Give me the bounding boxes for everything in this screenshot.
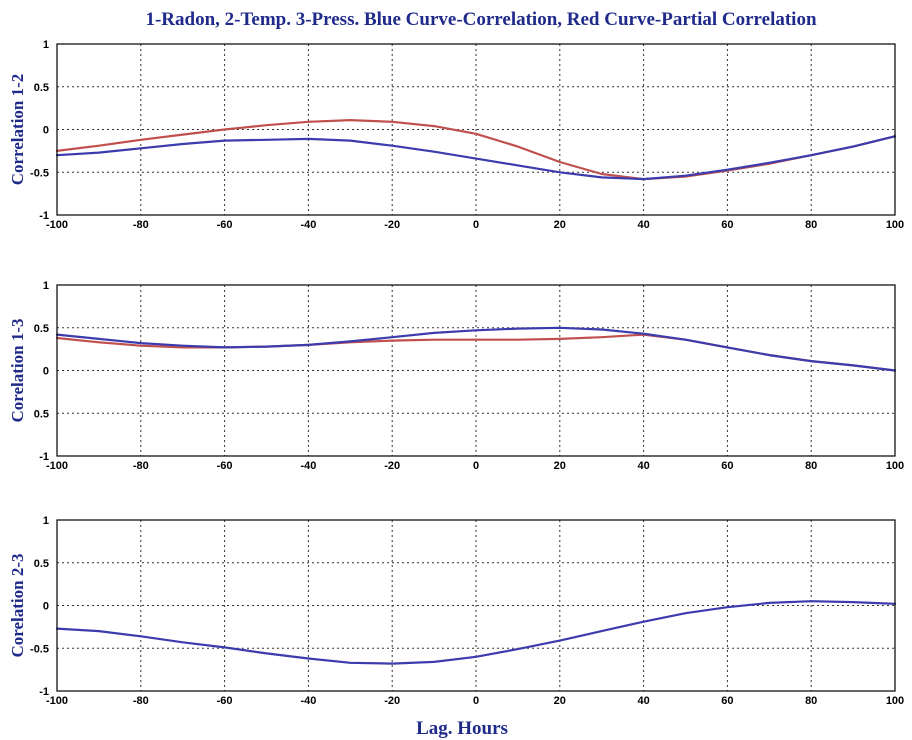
y-tick-label: -1 <box>39 686 49 698</box>
blue-curve <box>55 326 897 372</box>
x-tick-label: 20 <box>554 219 566 231</box>
x-axis-label: Lag. Hours <box>416 718 508 739</box>
x-tick-label: 80 <box>805 219 817 231</box>
x-tick-label: -100 <box>46 219 68 231</box>
y-tick-label: -0.5 <box>30 643 49 655</box>
chart-panel-1: -100 -80 -60 -40 -20 0 20 40 60 80 100 1 0.5 0 -0.5 -1 C… <box>8 39 904 231</box>
y-tick-label: 0.5 <box>34 408 49 420</box>
figure-title: 1-Radon, 2-Temp. 3-Press. Blue Curve-Cor… <box>145 9 817 30</box>
x-tick-label: -20 <box>384 219 400 231</box>
x-tick-label: 80 <box>805 460 817 472</box>
x-tick-label: -100 <box>46 695 68 707</box>
y-tick-label: -1 <box>39 451 49 463</box>
x-tick-label: -60 <box>217 695 233 707</box>
x-tick-label: 60 <box>721 695 733 707</box>
y-tick-label: 0 <box>43 125 49 137</box>
x-tick-label: -100 <box>46 460 68 472</box>
plot-frame <box>56 43 896 216</box>
y-axis-label: Corelation 2-3 <box>8 553 27 657</box>
x-tick-label: -20 <box>384 460 400 472</box>
x-tick-label: -40 <box>300 460 316 472</box>
blue-curve <box>55 600 897 665</box>
x-tick-label: 100 <box>886 460 904 472</box>
x-tick-label: 20 <box>554 460 566 472</box>
x-tick-label: 40 <box>637 695 649 707</box>
x-tick-label: 40 <box>637 460 649 472</box>
y-tick-label: 1 <box>43 280 49 292</box>
y-tick-label: -1 <box>39 210 49 222</box>
x-tick-label: -80 <box>133 695 149 707</box>
x-tick-label: 100 <box>886 219 904 231</box>
x-tick-label: -40 <box>300 695 316 707</box>
chart-panel-3: -100 -80 -60 -40 -20 0 20 40 60 80 100 1 0.5 0 -0.5 -1 C… <box>8 515 904 707</box>
chart-panel-2: -100 -80 -60 -40 -20 0 20 40 60 80 100 1 0.5 0 0.5 -1 Co… <box>8 280 904 472</box>
chart-panels: -100 -80 -60 -40 -20 0 20 40 60 80 10010.50-0.5-1C… <box>8 39 904 707</box>
y-tick-label: 1 <box>43 515 49 527</box>
y-tick-label: -0.5 <box>30 167 49 179</box>
x-tick-label: -60 <box>217 460 233 472</box>
x-tick-label: 0 <box>473 219 479 231</box>
x-tick-label: 60 <box>721 460 733 472</box>
y-tick-label: 0 <box>43 601 49 613</box>
blue-curve <box>55 135 897 181</box>
y-tick-label: 1 <box>43 39 49 51</box>
x-tick-label: -20 <box>384 695 400 707</box>
x-tick-label: 0 <box>473 460 479 472</box>
x-tick-label: -80 <box>133 460 149 472</box>
x-tick-label: 0 <box>473 695 479 707</box>
x-tick-label: -60 <box>217 219 233 231</box>
x-tick-label: 20 <box>554 695 566 707</box>
y-tick-label: 0.5 <box>34 323 49 335</box>
x-tick-label: 100 <box>886 695 904 707</box>
y-tick-label: 0 <box>43 366 49 378</box>
plot-frame <box>56 519 896 692</box>
y-axis-label: Corelation 1-3 <box>8 318 27 422</box>
plot-frame <box>56 284 896 457</box>
x-tick-label: 60 <box>721 219 733 231</box>
y-tick-label: 0.5 <box>34 82 49 94</box>
x-tick-label: 40 <box>637 219 649 231</box>
y-axis-label: Correlation 1-2 <box>8 74 27 186</box>
x-tick-label: 80 <box>805 695 817 707</box>
x-tick-label: -40 <box>300 219 316 231</box>
x-tick-label: -80 <box>133 219 149 231</box>
y-tick-label: 0.5 <box>34 558 49 570</box>
